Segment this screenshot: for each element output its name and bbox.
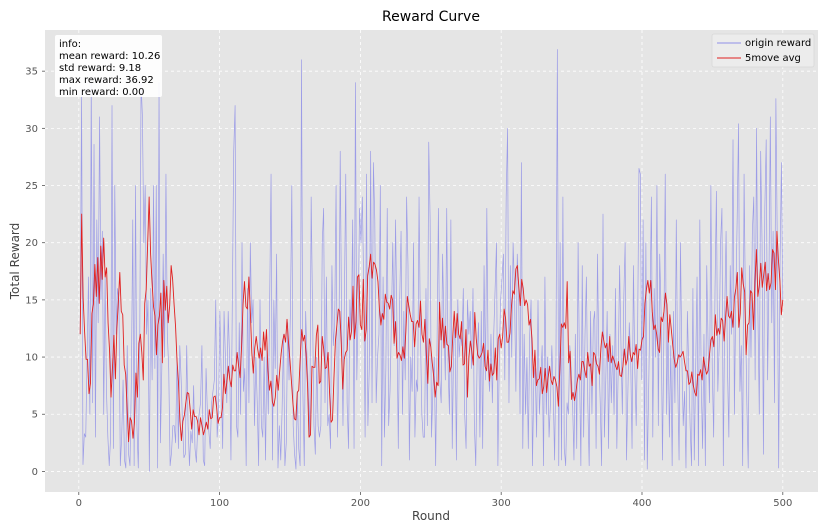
x-tick-label: 300 xyxy=(492,498,511,509)
y-tick-label: 15 xyxy=(25,295,38,306)
tick-labels: 0 5 10 15 20 25 30 35 0 100 200 300 400 500 xyxy=(25,67,792,509)
info-line-std: std reward: 9.18 xyxy=(59,63,141,74)
chart-title: Reward Curve xyxy=(382,9,480,25)
info-line-max: max reward: 36.92 xyxy=(59,75,154,86)
y-tick-label: 35 xyxy=(25,67,38,78)
y-tick-label: 25 xyxy=(25,181,38,192)
y-tick-label: 5 xyxy=(32,410,38,421)
x-tick-label: 200 xyxy=(351,498,370,509)
x-tick-label: 500 xyxy=(773,498,792,509)
legend: origin reward 5move avg xyxy=(711,33,815,68)
y-tick-label: 10 xyxy=(25,353,38,364)
x-tick-label: 400 xyxy=(632,498,651,509)
legend-background xyxy=(711,33,815,68)
y-axis-label: Total Reward xyxy=(8,223,22,301)
info-line-min: min reward: 0.00 xyxy=(59,87,144,98)
y-tick-label: 30 xyxy=(25,124,38,135)
x-axis-label: Round xyxy=(412,509,450,523)
info-line-title: info: xyxy=(59,39,81,50)
series-line-5move-avg xyxy=(79,196,784,443)
series-line-origin-reward xyxy=(79,49,784,472)
info-line-mean: mean reward: 10.26 xyxy=(59,51,160,62)
y-tick-label: 20 xyxy=(25,238,38,249)
y-tick-label: 0 xyxy=(32,467,38,478)
info-box: info: mean reward: 10.26 std reward: 9.1… xyxy=(55,35,162,98)
x-tick-label: 100 xyxy=(210,498,229,509)
info-box-background xyxy=(55,35,162,97)
grid xyxy=(45,30,818,492)
legend-label-origin-reward: origin reward xyxy=(745,38,811,49)
legend-label-5move-avg: 5move avg xyxy=(745,53,801,64)
x-tick-label: 0 xyxy=(76,498,82,509)
series-layer xyxy=(79,49,784,472)
